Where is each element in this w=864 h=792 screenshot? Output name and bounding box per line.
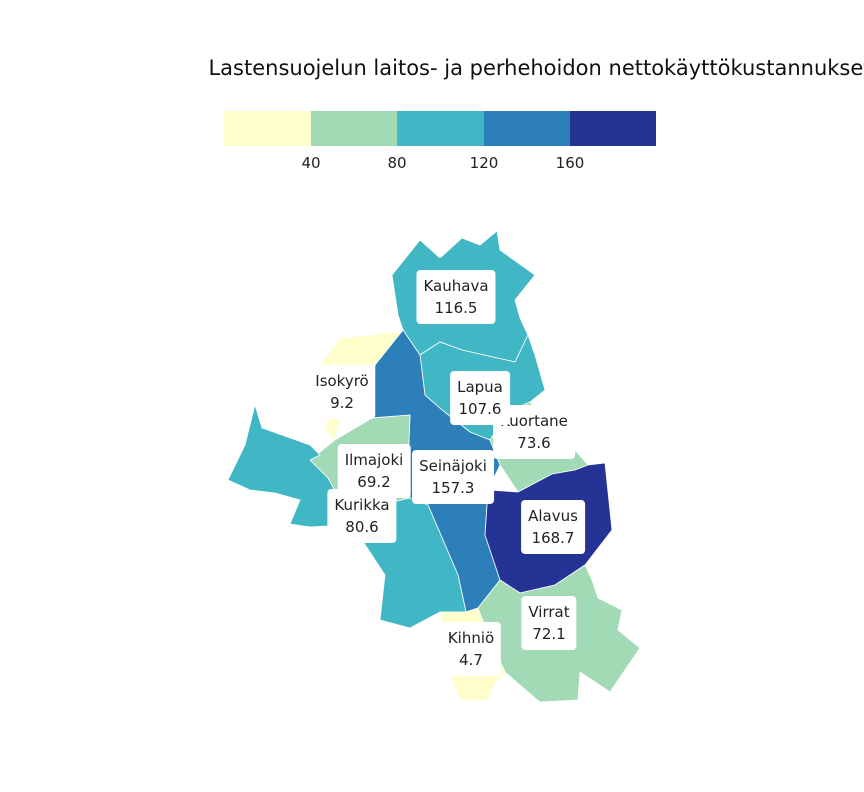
label-value: 168.7 (531, 529, 575, 547)
label-name: Alavus (528, 507, 578, 525)
legend-tick: 80 (387, 154, 407, 172)
label-value: 116.5 (434, 299, 478, 317)
legend-bin-1 (224, 111, 311, 146)
label-name: Kurikka (334, 496, 390, 514)
legend-bin-5 (570, 111, 656, 146)
legend-bin-3 (397, 111, 484, 146)
label-kurikka: Kurikka 80.6 (327, 489, 397, 543)
label-ilmajoki: Ilmajoki 69.2 (337, 444, 411, 498)
legend-tick: 160 (555, 154, 585, 172)
label-name: Virrat (528, 603, 570, 621)
legend-bin-4 (484, 111, 570, 146)
label-value: 4.7 (459, 651, 483, 669)
label-name: Kuortane (500, 412, 568, 430)
color-legend (224, 111, 656, 146)
label-name: Ilmajoki (344, 451, 404, 469)
label-name: Isokyrö (315, 372, 369, 390)
legend-tick: 120 (469, 154, 499, 172)
map-title: Lastensuojelun laitos- ja perhehoidon ne… (208, 56, 864, 80)
label-seinajoki: Seinäjoki 157.3 (412, 450, 494, 504)
legend-tick: 40 (301, 154, 321, 172)
label-lapua: Lapua 107.6 (450, 371, 510, 425)
label-value: 157.3 (431, 479, 475, 497)
label-kauhava: Kauhava 116.5 (416, 270, 496, 324)
label-value: 73.6 (517, 434, 551, 452)
label-value: 9.2 (330, 394, 354, 412)
legend-bin-2 (311, 111, 397, 146)
label-isokyro: Isokyrö 9.2 (308, 365, 376, 419)
label-value: 107.6 (458, 400, 502, 418)
label-name: Seinäjoki (419, 457, 487, 475)
label-virrat: Virrat 72.1 (521, 596, 577, 650)
label-name: Kauhava (423, 277, 489, 295)
label-name: Kihniö (447, 629, 495, 647)
label-value: 69.2 (357, 473, 391, 491)
label-name: Lapua (457, 378, 503, 396)
label-value: 72.1 (532, 625, 566, 643)
label-kuortane: Kuortane 73.6 (493, 405, 575, 459)
label-value: 80.6 (345, 518, 379, 536)
label-alavus: Alavus 168.7 (521, 500, 585, 554)
label-kihnio: Kihniö 4.7 (440, 622, 502, 676)
